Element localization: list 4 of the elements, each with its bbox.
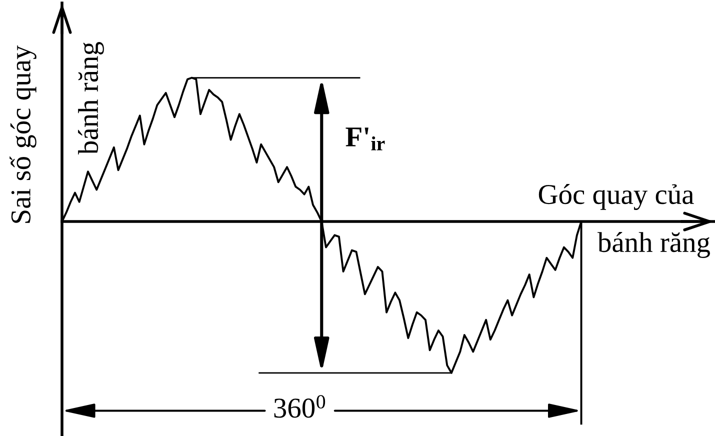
text: Sai số góc quay bánh răng: [10, 42, 104, 223]
annotation: F'$_{ir}$: [346, 128, 385, 150]
text: 360$^{0}$: [274, 395, 326, 418]
x-axis-title: Góc quay của bánh răng: [538, 184, 710, 258]
